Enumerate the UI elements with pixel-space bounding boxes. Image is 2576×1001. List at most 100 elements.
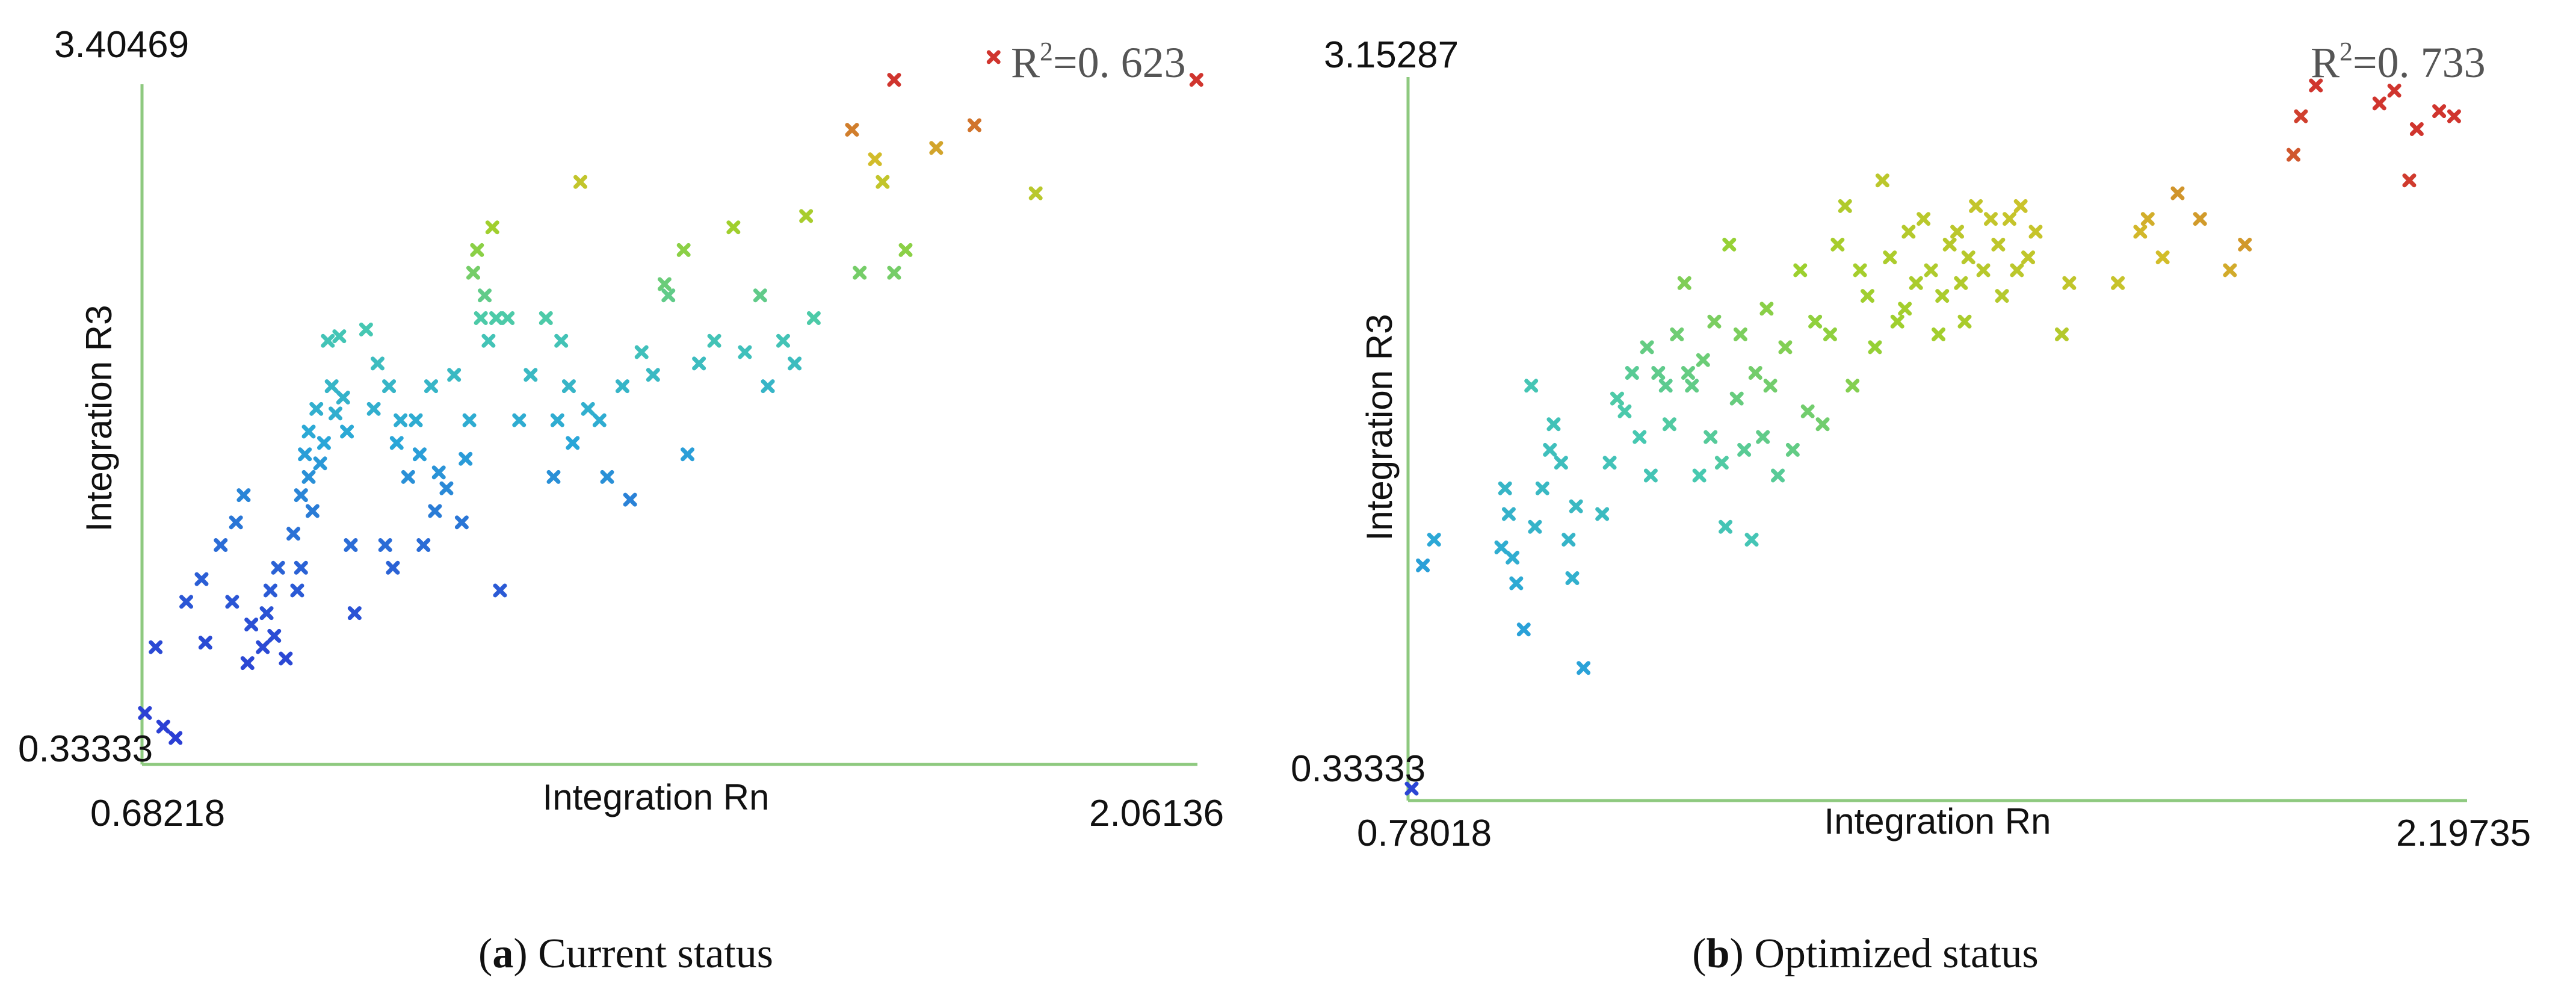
panel-b-data-point-43 (1737, 442, 1752, 457)
panel-a-data-point-92 (761, 379, 775, 394)
panel-b-data-point-3 (1494, 540, 1509, 554)
panel-a-x-axis-label: Integration Rn (543, 777, 770, 817)
panel-b-data-point-15 (1561, 533, 1576, 547)
panel-a-data-point-107 (1028, 186, 1043, 200)
panel-b-data-point-97 (2238, 237, 2252, 252)
panel-a-data-point-59 (470, 243, 484, 257)
panel-b-data-point-89 (2062, 276, 2077, 290)
panel-b-data-point-36 (1703, 430, 1718, 444)
panel-a-data-point-41 (378, 538, 392, 553)
panel-a-data-point-89 (726, 220, 741, 235)
panel-a: 3.40469 0.33333 0.68218 2.06136 Integrat… (18, 24, 1224, 977)
panel-a-data-point-104 (929, 141, 944, 155)
panel-a-data-point-18 (279, 651, 293, 666)
panel-a-data-point-77 (592, 413, 607, 427)
panel-a-data-point-79 (615, 379, 629, 394)
panel-b-data-point-37 (1707, 314, 1722, 329)
panel-a-data-point-30 (321, 333, 335, 348)
panel-a-data-point-44 (389, 436, 404, 450)
panel-b-data-point-55 (1815, 417, 1830, 432)
panel-b-data-point-106 (2447, 109, 2461, 123)
panel-b-data-point-88 (2054, 327, 2069, 342)
panel-b-data-point-14 (1554, 456, 1568, 470)
panel-b-data-point-102 (2387, 84, 2401, 98)
panel-a-data-point-11 (240, 656, 255, 671)
panel-b-data-point-78 (1969, 199, 1983, 213)
panel-b-data-point-50 (1778, 340, 1793, 355)
panel-a-data-point-37 (347, 606, 362, 621)
panel-a-data-point-22 (294, 488, 308, 503)
panel-a-data-point-82 (646, 368, 660, 382)
panel-a-data-point-84 (661, 288, 676, 303)
panel-b-data-point-105 (2432, 104, 2447, 119)
panel-b-data-point-27 (1651, 365, 1666, 380)
panel-a-data-point-21 (294, 560, 308, 575)
panel-a-data-point-5 (194, 572, 209, 586)
panel-b-data-point-100 (2309, 78, 2323, 93)
panel-a-data-point-83 (657, 277, 672, 291)
panel-a-data-point-94 (788, 356, 802, 371)
panel-b-data-point-64 (1883, 250, 1897, 265)
panel-b-data-point-65 (1890, 314, 1904, 329)
panel-a-data-point-45 (394, 413, 408, 427)
panel-b-data-point-41 (1729, 391, 1744, 406)
panel-a-y-axis-label: Integration R3 (79, 305, 119, 532)
panel-a-data-point-49 (416, 538, 431, 553)
panel-b-data-point-40 (1722, 237, 1737, 252)
panel-a-data-point-29 (317, 436, 331, 450)
panel-a-data-point-57 (462, 413, 477, 427)
panel-b: 3.15287 0.33333 0.78018 2.19735 Integrat… (1291, 34, 2531, 977)
panel-b-data-point-99 (2294, 109, 2308, 123)
panel-b-x-min-label: 0.78018 (1357, 813, 1492, 854)
panel-b-data-point-69 (1917, 212, 1931, 226)
panel-a-data-point-103 (898, 243, 913, 257)
panel-b-data-point-13 (1546, 417, 1561, 432)
panel-b-data-point-82 (1995, 289, 2009, 303)
panel-a-data-point-3 (168, 731, 183, 745)
panel-a-data-point-86 (681, 447, 695, 462)
panel-b-data-point-22 (1617, 404, 1632, 418)
panel-b-caption: (b) Optimized status (1692, 931, 2039, 977)
panel-a-data-point-15 (263, 583, 277, 598)
panel-b-data-point-104 (2409, 122, 2424, 136)
panel-a-data-point-65 (489, 311, 504, 326)
panel-b-data-point-96 (2223, 263, 2237, 277)
panel-b-data-point-92 (2140, 212, 2155, 226)
panel-a-data-point-106 (986, 50, 1001, 64)
panel-b-data-point-66 (1898, 302, 1912, 316)
panel-a-data-point-0 (138, 706, 152, 721)
panel-b-data-point-29 (1662, 417, 1676, 432)
panel-a-data-point-2 (156, 719, 170, 734)
panel-b-data-point-86 (2021, 250, 2036, 265)
panel-a-data-point-101 (868, 152, 882, 167)
panel-a-data-point-105 (967, 118, 981, 132)
panel-b-data-point-60 (1853, 263, 1867, 277)
panel-a-data-point-76 (581, 401, 595, 416)
panel-b-y-min-label: 0.33333 (1291, 748, 1425, 790)
panel-b-x-axis-label: Integration Rn (1824, 801, 2051, 841)
panel-b-data-point-72 (1935, 289, 1950, 303)
panel-a-data-point-12 (244, 618, 259, 631)
panel-a-data-point-67 (512, 413, 527, 427)
panel-a-data-point-93 (776, 333, 791, 348)
panel-b-data-point-59 (1846, 379, 1860, 393)
panel-b-data-point-56 (1823, 327, 1837, 342)
panel-b-data-point-35 (1696, 353, 1710, 367)
panel-b-data-point-38 (1714, 456, 1729, 470)
panel-b-data-point-90 (2111, 276, 2125, 290)
panel-b-data-point-8 (1516, 622, 1531, 637)
panel-a-data-point-46 (401, 470, 415, 484)
panel-a-data-point-23 (298, 447, 312, 462)
panel-b-data-point-58 (1838, 199, 1852, 213)
panel-a-data-point-99 (887, 265, 901, 280)
panel-b-data-point-94 (2170, 186, 2185, 200)
panel-a-data-point-95 (799, 209, 814, 223)
panel-b-data-point-7 (1509, 576, 1524, 590)
panel-b-markers (1404, 78, 2461, 796)
panel-b-data-point-26 (1643, 468, 1658, 483)
panel-b-data-point-17 (1569, 499, 1583, 513)
panel-a-data-point-100 (845, 123, 859, 137)
panel-a-data-point-7 (214, 538, 228, 553)
panel-a-data-point-69 (539, 311, 553, 326)
panel-b-data-point-67 (1901, 225, 1916, 239)
